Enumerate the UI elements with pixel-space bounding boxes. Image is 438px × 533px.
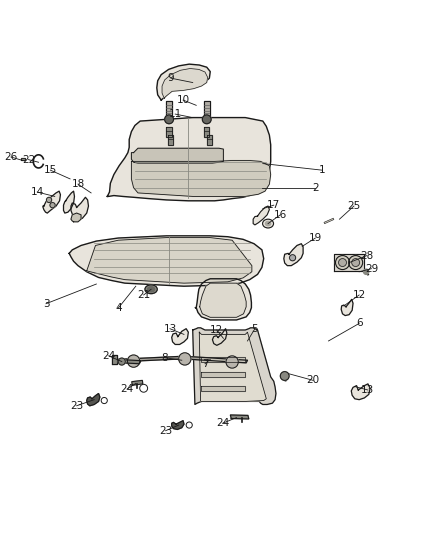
Circle shape <box>186 422 192 428</box>
Text: 12: 12 <box>210 325 223 335</box>
Polygon shape <box>199 332 266 401</box>
Text: 24: 24 <box>120 384 134 394</box>
Circle shape <box>101 398 107 403</box>
Text: 5: 5 <box>251 324 258 334</box>
Circle shape <box>336 255 350 270</box>
Polygon shape <box>195 279 251 320</box>
Ellipse shape <box>262 219 273 228</box>
Text: 9: 9 <box>167 73 174 83</box>
Polygon shape <box>87 238 252 283</box>
Circle shape <box>280 372 289 381</box>
Polygon shape <box>193 328 276 405</box>
Circle shape <box>202 115 211 124</box>
Polygon shape <box>107 118 271 201</box>
Polygon shape <box>131 148 223 163</box>
Polygon shape <box>212 329 227 345</box>
Text: 25: 25 <box>347 201 360 211</box>
Polygon shape <box>115 356 183 362</box>
Polygon shape <box>43 191 60 213</box>
Polygon shape <box>172 421 184 430</box>
Text: 28: 28 <box>360 251 374 261</box>
Polygon shape <box>341 300 353 316</box>
Text: 15: 15 <box>44 165 57 175</box>
Polygon shape <box>132 381 143 385</box>
Text: 6: 6 <box>356 318 363 328</box>
Polygon shape <box>172 329 188 344</box>
Polygon shape <box>166 101 172 118</box>
Circle shape <box>352 259 360 266</box>
Text: 13: 13 <box>361 385 374 395</box>
Polygon shape <box>351 384 370 400</box>
Text: 17: 17 <box>267 200 280 210</box>
Polygon shape <box>71 213 81 222</box>
Polygon shape <box>162 69 208 98</box>
Polygon shape <box>21 158 25 160</box>
Polygon shape <box>253 206 269 225</box>
Text: 29: 29 <box>365 264 378 273</box>
Circle shape <box>290 255 296 261</box>
Polygon shape <box>204 127 209 137</box>
Polygon shape <box>168 135 173 145</box>
Text: 2: 2 <box>312 183 319 192</box>
Text: 4: 4 <box>115 303 122 313</box>
Circle shape <box>127 355 140 367</box>
Text: 14: 14 <box>31 187 44 197</box>
Text: 26: 26 <box>4 152 18 162</box>
Text: 23: 23 <box>159 426 172 436</box>
Circle shape <box>46 197 52 203</box>
Ellipse shape <box>265 221 271 226</box>
Polygon shape <box>201 372 245 377</box>
Text: 16: 16 <box>274 210 287 220</box>
Circle shape <box>364 269 369 274</box>
Polygon shape <box>184 356 247 363</box>
Text: 20: 20 <box>307 375 320 385</box>
Polygon shape <box>131 160 271 197</box>
Polygon shape <box>69 236 264 286</box>
Text: 18: 18 <box>71 179 85 189</box>
Polygon shape <box>284 244 303 265</box>
Text: 3: 3 <box>42 298 49 309</box>
Text: 7: 7 <box>201 359 208 369</box>
Text: 10: 10 <box>177 95 190 105</box>
Polygon shape <box>122 360 141 364</box>
Polygon shape <box>230 415 249 419</box>
Circle shape <box>226 356 238 368</box>
Polygon shape <box>157 64 210 100</box>
Polygon shape <box>201 386 245 391</box>
Circle shape <box>349 255 363 270</box>
Circle shape <box>50 203 55 208</box>
Polygon shape <box>207 135 212 145</box>
Text: 23: 23 <box>70 401 83 411</box>
Text: 12: 12 <box>353 290 366 300</box>
Text: 24: 24 <box>102 351 115 361</box>
Polygon shape <box>200 283 246 317</box>
Text: 1: 1 <box>318 165 325 175</box>
Text: 19: 19 <box>309 233 322 243</box>
Circle shape <box>179 353 191 365</box>
Circle shape <box>165 115 173 124</box>
Polygon shape <box>201 357 245 362</box>
Circle shape <box>140 384 148 392</box>
Ellipse shape <box>145 285 157 294</box>
Polygon shape <box>334 254 364 271</box>
Text: 22: 22 <box>22 155 35 165</box>
Circle shape <box>339 259 346 266</box>
Polygon shape <box>112 355 117 364</box>
Text: 13: 13 <box>163 324 177 334</box>
Circle shape <box>118 358 125 365</box>
Text: 11: 11 <box>169 109 182 119</box>
Polygon shape <box>71 197 88 219</box>
Polygon shape <box>204 101 210 118</box>
Polygon shape <box>87 393 100 406</box>
Polygon shape <box>166 127 172 137</box>
Text: 8: 8 <box>161 353 168 362</box>
Text: 24: 24 <box>216 418 229 429</box>
Text: 21: 21 <box>137 290 150 300</box>
Ellipse shape <box>148 287 155 292</box>
Polygon shape <box>64 191 74 213</box>
